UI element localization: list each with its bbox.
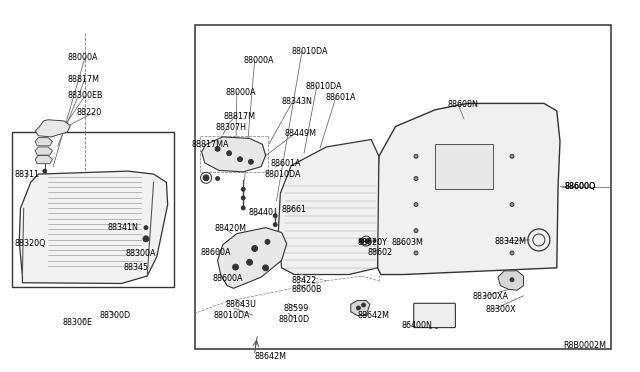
Bar [48,176,93,268]
Text: 88817MA: 88817MA [192,140,230,149]
Text: 88300EB: 88300EB [67,92,102,100]
Circle shape [373,240,376,243]
Polygon shape [202,137,266,172]
Text: 88345: 88345 [124,263,148,272]
Bar [12,132,174,287]
Circle shape [215,146,220,151]
Circle shape [273,214,277,218]
Polygon shape [218,228,287,288]
Polygon shape [278,140,379,275]
Circle shape [365,238,371,244]
Text: 88220: 88220 [77,108,102,117]
Circle shape [203,175,209,181]
Circle shape [227,151,232,156]
Circle shape [362,303,365,307]
Circle shape [144,226,148,230]
Polygon shape [35,120,70,137]
Text: 88342M: 88342M [494,237,526,246]
Text: 88010DA: 88010DA [306,82,342,91]
Text: 88422: 88422 [291,276,316,285]
Text: 88642M: 88642M [255,352,287,361]
Text: 88300A: 88300A [125,249,156,258]
Text: 88000A: 88000A [225,88,256,97]
Bar [435,144,493,189]
Text: 88300E: 88300E [63,318,93,327]
Text: 88608N: 88608N [448,100,479,109]
Circle shape [237,157,243,162]
Text: 88600B: 88600B [291,285,322,294]
Bar [195,25,611,349]
Text: 88010DA: 88010DA [291,47,328,56]
Text: 88341N: 88341N [108,223,138,232]
Text: R8B0002M: R8B0002M [563,341,606,350]
Circle shape [262,265,269,271]
Text: 88620Y: 88620Y [357,238,387,247]
Circle shape [414,229,418,232]
Text: 86400N: 86400N [402,321,433,330]
Circle shape [414,154,418,158]
Polygon shape [35,147,52,155]
Circle shape [356,306,360,310]
Text: 88307H: 88307H [216,123,246,132]
Text: 88300X: 88300X [485,305,516,314]
Text: 88300D: 88300D [99,311,131,320]
Polygon shape [498,271,524,290]
Text: 88449M: 88449M [285,129,317,138]
Polygon shape [19,171,168,283]
Circle shape [241,206,245,210]
Text: 88817M: 88817M [67,75,99,84]
Circle shape [252,246,258,251]
Text: 88010DA: 88010DA [264,170,301,179]
Text: 88000A: 88000A [67,53,98,62]
Polygon shape [376,103,560,275]
Text: 88440: 88440 [248,208,273,217]
FancyBboxPatch shape [413,303,456,328]
Text: 88010DA: 88010DA [213,311,250,320]
Text: 88343N: 88343N [282,97,312,106]
Text: 88600A: 88600A [212,274,243,283]
Text: 88600A: 88600A [200,248,231,257]
Text: 88320Q: 88320Q [14,239,45,248]
Text: 88603M: 88603M [392,238,424,247]
Text: 88602: 88602 [368,248,393,257]
Circle shape [248,159,253,164]
Polygon shape [35,138,52,146]
Text: 88311: 88311 [14,170,39,179]
Text: 88601A: 88601A [271,159,301,168]
Text: 88300XA: 88300XA [472,292,508,301]
Text: 88601A: 88601A [325,93,356,102]
Circle shape [414,251,418,255]
Circle shape [510,251,514,255]
Text: 88600Q: 88600Q [564,182,596,191]
Circle shape [241,196,245,200]
Circle shape [510,203,514,206]
Circle shape [246,259,253,265]
Text: 88642M: 88642M [357,311,389,320]
Circle shape [273,223,277,227]
Circle shape [265,239,270,244]
Polygon shape [351,301,370,315]
Circle shape [232,264,239,270]
Circle shape [241,187,245,191]
Circle shape [510,278,514,282]
Text: 88000A: 88000A [243,56,274,65]
Text: 88661: 88661 [282,205,307,214]
Text: 88643U: 88643U [225,300,256,309]
Text: 88420M: 88420M [214,224,246,233]
Circle shape [414,177,418,180]
Text: 88600Q: 88600Q [564,182,596,191]
Circle shape [414,203,418,206]
Text: 88010D: 88010D [278,315,310,324]
Circle shape [510,154,514,158]
Circle shape [43,169,47,173]
Text: 88599: 88599 [284,304,309,312]
Circle shape [143,236,149,242]
Circle shape [216,177,220,180]
Text: 88817M: 88817M [224,112,256,121]
Polygon shape [35,155,52,164]
Circle shape [359,238,364,244]
